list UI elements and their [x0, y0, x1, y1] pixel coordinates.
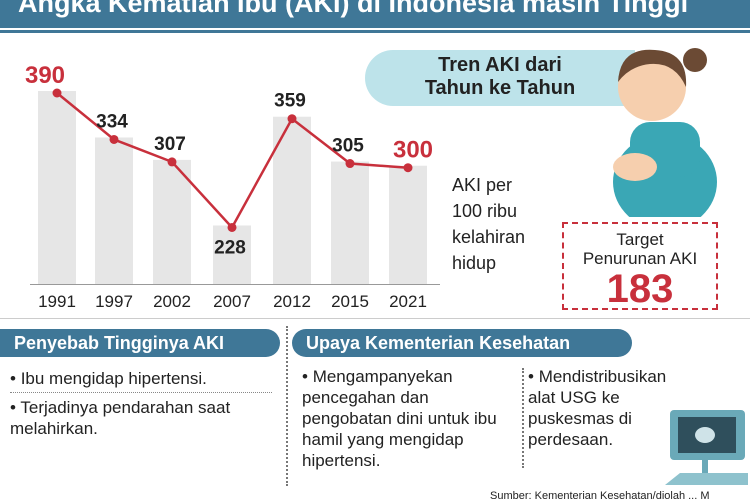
x-tick-label: 2002: [153, 292, 191, 311]
point-2015: [345, 159, 355, 169]
item-divider: [10, 392, 272, 393]
x-tick-label: 2007: [213, 292, 251, 311]
cause-text: Terjadinya pendarahan saat melahirkan.: [10, 398, 231, 438]
bar-2012: [273, 116, 311, 284]
unit-line: 100 ribu: [452, 201, 518, 221]
data-label-1997: 334: [96, 111, 128, 132]
target-label: Target: [616, 230, 664, 249]
x-tick-label: 1997: [95, 292, 133, 311]
unit-line: AKI per: [452, 175, 513, 195]
target-value: 183: [606, 267, 674, 311]
bar-2007: [213, 225, 251, 284]
point-1997: [109, 134, 119, 144]
bar-2015: [331, 161, 369, 284]
section-divider: [0, 318, 750, 319]
cause-item: • Ibu mengidap hipertensi.: [10, 369, 207, 388]
point-1991: [52, 88, 62, 98]
target-box: Target Penurunan AKI 183: [562, 222, 718, 310]
effort-item: • Mengampanyekan pencegahan dan pengobat…: [302, 367, 497, 470]
data-label-1991: 390: [25, 62, 65, 89]
data-label-2002: 307: [154, 134, 186, 155]
pregnant-woman-illustration: [613, 48, 717, 217]
bar-1997: [95, 137, 133, 284]
x-axis: [30, 284, 440, 285]
usg-device-illustration: [665, 410, 748, 485]
x-tick-label: 1991: [38, 292, 76, 311]
unit-line: hidup: [452, 253, 497, 273]
x-tick-label: 2012: [273, 292, 311, 311]
title-rule: [0, 30, 750, 33]
aki-chart: 390 334 307 228 359 305 300: [25, 62, 433, 284]
data-label-2012: 359: [274, 91, 306, 112]
point-2007: [227, 222, 237, 232]
x-tick-label: 2021: [389, 292, 427, 311]
data-label-2021: 300: [393, 137, 433, 164]
point-2002: [167, 157, 177, 167]
effort-item: • Mendistribusikan alat USG ke puskesmas…: [528, 367, 667, 449]
cause-text: Ibu mengidap hipertensi.: [20, 369, 207, 388]
unit-label: AKI per 100 ribu kelahiran hidup: [452, 172, 525, 276]
bar-2002: [153, 159, 191, 284]
page-title: Angka Kematian Ibu (AKI) di Indonesia ma…: [0, 0, 750, 28]
efforts-title: Upaya Kementerian Kesehatan: [292, 329, 632, 357]
cause-item: • Terjadinya pendarahan saat melahirkan.: [10, 398, 231, 438]
causes-title: Penyebab Tingginya AKI: [0, 329, 280, 357]
column-divider: [286, 326, 288, 486]
effort-text: Mendistribusikan alat USG ke puskesmas d…: [528, 367, 667, 449]
bar-2021: [389, 165, 427, 284]
effort-divider: [522, 368, 524, 468]
data-label-2015: 305: [332, 136, 364, 157]
unit-line: kelahiran: [452, 227, 526, 247]
bar-1991: [38, 91, 76, 284]
target-label: Penurunan AKI: [582, 249, 698, 268]
effort-text: Mengampanyekan pencegahan dan pengobatan…: [302, 367, 497, 470]
x-tick-label: 2015: [331, 292, 369, 311]
trend-line: Tren AKI dari: [438, 54, 562, 76]
point-2021: [403, 163, 413, 173]
data-label-2007: 228: [214, 237, 246, 258]
point-2012: [287, 114, 297, 124]
trend-label: Tren AKI dari Tahun ke Tahun: [365, 50, 635, 106]
source-text: Sumber: Kementerian Kesehatan/diolah ...…: [490, 490, 710, 502]
title-text: Angka Kematian Ibu (AKI) di Indonesia ma…: [18, 0, 689, 18]
trend-line: Tahun ke Tahun: [424, 77, 576, 99]
